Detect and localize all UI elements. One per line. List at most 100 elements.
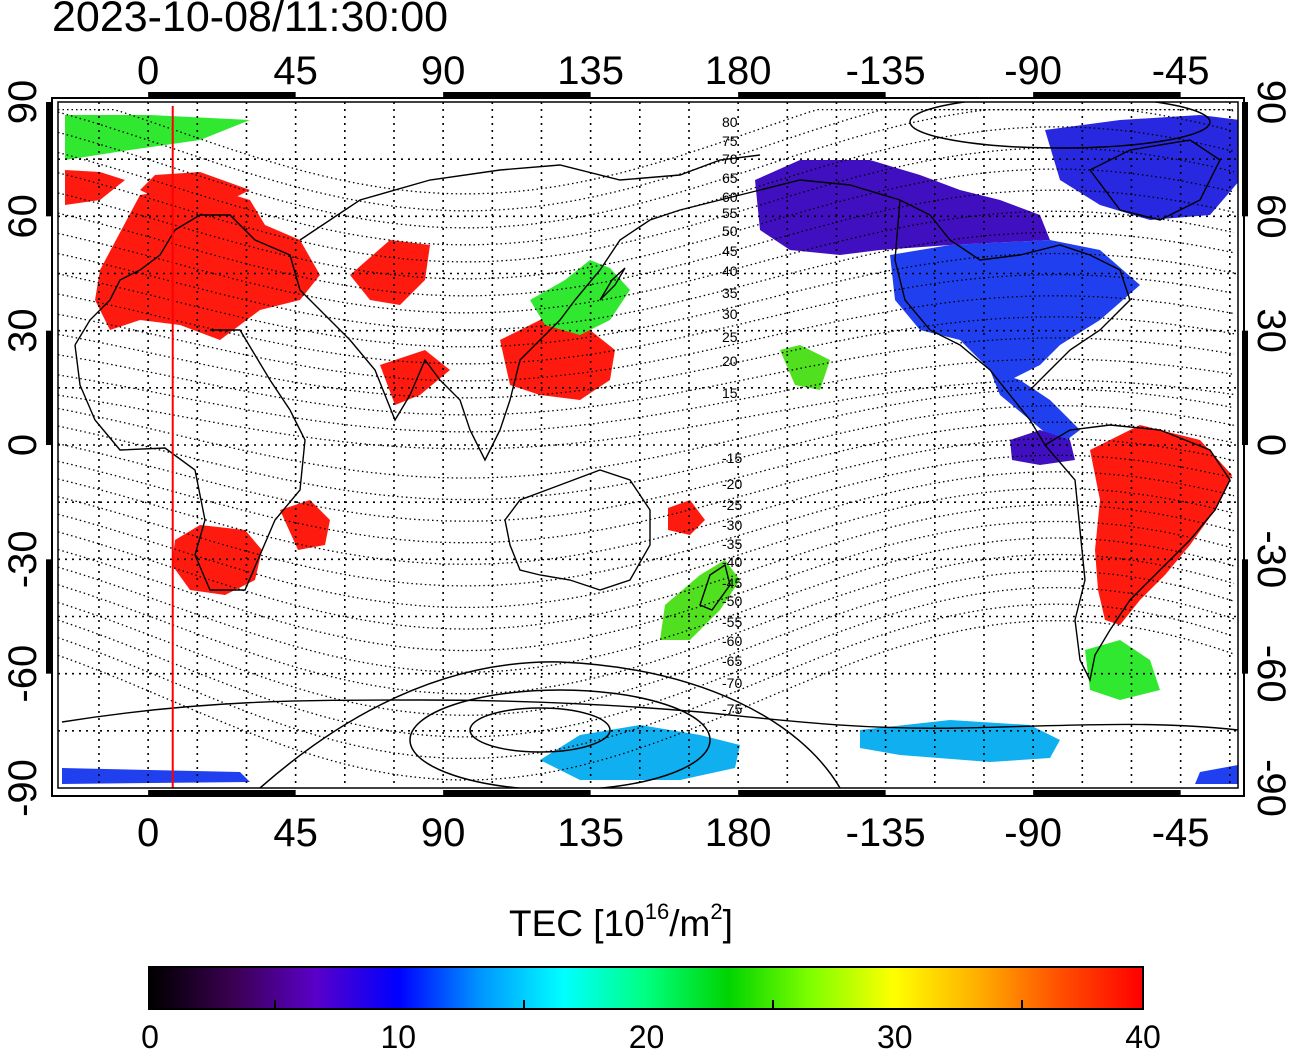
tick-label: -90 xyxy=(1004,811,1062,855)
tec-region-canada-north xyxy=(755,160,1050,255)
contour-label: 20 xyxy=(722,353,738,369)
tec-region-east-asia xyxy=(500,320,615,400)
tick-label: -45 xyxy=(1152,811,1210,855)
border-bar xyxy=(46,330,52,445)
mag-contour xyxy=(58,358,1235,433)
tick-label: 0 xyxy=(137,49,159,93)
colorbar-tick-label: 30 xyxy=(876,1019,913,1055)
contour-label: 50 xyxy=(722,223,738,239)
tec-region-australia-east xyxy=(668,500,705,535)
tec-region-europe xyxy=(95,185,320,340)
border-bar xyxy=(443,790,591,796)
colorbar-tick xyxy=(771,1000,774,1008)
mag-contour xyxy=(58,316,1235,399)
mag-contour xyxy=(58,379,1235,450)
lat-ticks-left: 90 60 30 0 -30 -60 -90 xyxy=(1,80,45,817)
colorbar-tick-label: 20 xyxy=(628,1019,665,1055)
tec-region-arctic-west-orange xyxy=(65,170,125,205)
contour-label: 15 xyxy=(722,385,738,401)
contour-label: -35 xyxy=(722,536,742,552)
timestamp-title: 2023-10-08/11:30:00 xyxy=(52,0,449,41)
tec-region-central-asia xyxy=(350,240,430,305)
contour-label: 25 xyxy=(722,329,738,345)
tec-region-antarctica-far-west xyxy=(1195,765,1238,784)
tick-label: 180 xyxy=(705,811,772,855)
contour-label: -25 xyxy=(722,497,742,513)
mag-contour xyxy=(58,388,1235,479)
mag-contour xyxy=(58,570,1235,716)
tick-label: 0 xyxy=(1,434,45,456)
contour-label: -15 xyxy=(722,450,742,466)
colorbar-tick-label: 10 xyxy=(380,1019,417,1055)
tec-region-africa-east xyxy=(280,500,330,550)
tick-label: 90 xyxy=(421,49,466,93)
colorbar-tick-label: 0 xyxy=(141,1019,159,1055)
tick-label: 60 xyxy=(1249,194,1293,239)
mag-contour xyxy=(58,189,1235,297)
tick-label: -60 xyxy=(1,645,45,703)
border-bar xyxy=(1033,790,1181,796)
colorbar xyxy=(148,966,1144,1010)
tick-label: -90 xyxy=(1004,49,1062,93)
mag-contour xyxy=(58,504,1235,630)
mag-contour xyxy=(58,553,1235,695)
tick-label: -135 xyxy=(846,811,926,855)
colorbar-tick xyxy=(1020,1000,1023,1008)
tec-data-layer xyxy=(62,115,1238,784)
tec-region-south-america xyxy=(1090,425,1232,625)
mag-contour xyxy=(58,620,1235,781)
contour-label: 45 xyxy=(722,243,738,259)
mag-contour xyxy=(58,603,1235,760)
tick-label: 45 xyxy=(273,811,318,855)
mag-contour xyxy=(58,108,1234,195)
contour-label: -30 xyxy=(722,517,742,533)
colorbar-title: TEC [1016/m2] xyxy=(509,899,733,944)
tick-label: -90 xyxy=(1249,759,1293,817)
mag-contour xyxy=(58,210,1235,314)
contour-label: -75 xyxy=(722,701,742,717)
contour-label: -45 xyxy=(722,575,742,591)
contour-label: 75 xyxy=(722,133,738,149)
lon-ticks-bottom: 0 45 90 135 180 -135 -90 -45 xyxy=(137,811,1210,855)
magnetic-contours xyxy=(58,108,1235,781)
contour-label: 30 xyxy=(722,306,738,322)
border-bar xyxy=(46,102,52,217)
contour-label: 55 xyxy=(722,205,738,221)
tec-region-arctic-west xyxy=(65,115,250,160)
contour-label: 65 xyxy=(722,170,738,186)
mag-contour xyxy=(58,108,1235,212)
border-bar xyxy=(738,92,886,98)
border-bar xyxy=(1242,559,1248,674)
mag-contour xyxy=(58,273,1235,365)
map-frame xyxy=(51,97,1245,797)
tec-region-africa-south xyxy=(172,525,262,595)
tick-label: -60 xyxy=(1249,645,1293,703)
tec-region-north-america xyxy=(890,240,1140,380)
lat-ticks-right: 90 60 30 0 -30 -60 -90 xyxy=(1249,80,1293,817)
coastlines xyxy=(61,139,1238,731)
tec-region-europe-north xyxy=(140,172,250,200)
tick-label: 135 xyxy=(557,811,624,855)
tec-region-central-america xyxy=(990,370,1080,445)
mag-contour xyxy=(58,337,1235,416)
tick-label: -90 xyxy=(1,759,45,817)
tick-label: 0 xyxy=(1249,434,1293,456)
mag-contour xyxy=(58,586,1235,738)
colorbar-tick xyxy=(522,1000,525,1008)
tick-label: 45 xyxy=(273,49,318,93)
tick-label: -45 xyxy=(1152,49,1210,93)
colorbar-tick-label: 40 xyxy=(1125,1019,1161,1055)
tick-label: 180 xyxy=(705,49,772,93)
lon-ticks-top: 0 45 90 135 180 -135 -90 -45 xyxy=(137,49,1210,93)
contour-label: 35 xyxy=(722,285,738,301)
tec-region-antarctica xyxy=(540,725,740,780)
contour-label: -60 xyxy=(722,633,742,649)
tick-label: 60 xyxy=(1,194,45,239)
border-bar xyxy=(148,92,296,98)
tick-label: 30 xyxy=(1,308,45,353)
tec-map: 8075706560555045403530252015-15-20-25-30… xyxy=(1,49,1293,855)
tec-region-greenland xyxy=(1045,115,1238,220)
contour-label: -40 xyxy=(722,554,742,570)
tec-region-antarctica-west xyxy=(62,768,250,784)
